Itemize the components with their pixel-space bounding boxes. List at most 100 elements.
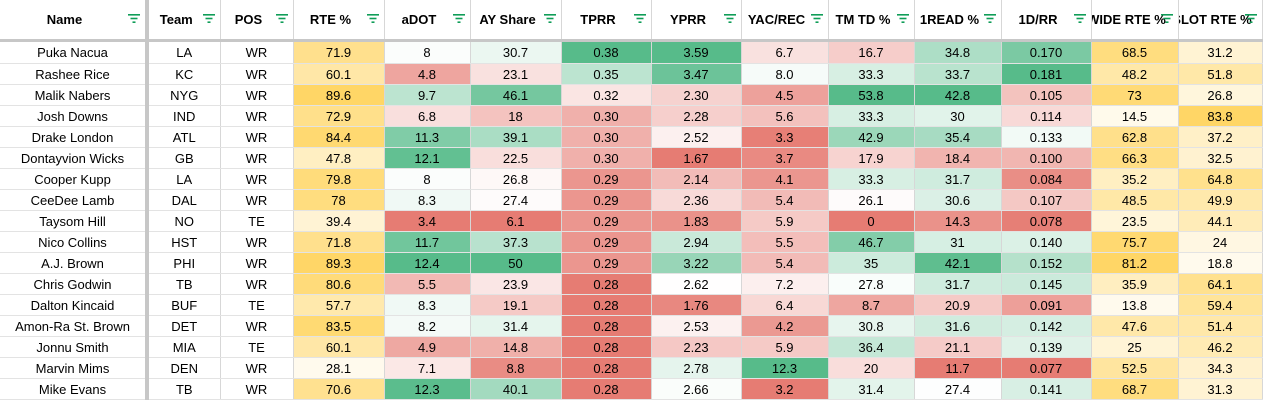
cell-wide[interactable]: 81.2 (1091, 252, 1179, 274)
cell-name[interactable]: A.J. Brown (0, 252, 149, 274)
cell-tmtd[interactable]: 33.3 (828, 63, 915, 85)
cell-firstdown[interactable]: 0.181 (1001, 63, 1092, 85)
cell-slot[interactable]: 59.4 (1178, 294, 1263, 316)
cell-ay[interactable]: 46.1 (470, 84, 562, 106)
cell-team[interactable]: KC (147, 63, 221, 85)
cell-tmtd[interactable]: 26.1 (828, 189, 915, 211)
cell-yac[interactable]: 4.1 (741, 168, 829, 190)
cell-ay[interactable]: 22.5 (470, 147, 562, 169)
cell-rte[interactable]: 57.7 (293, 294, 385, 316)
cell-ay[interactable]: 39.1 (470, 126, 562, 148)
cell-wide[interactable]: 35.9 (1091, 273, 1179, 295)
cell-name[interactable]: CeeDee Lamb (0, 189, 149, 211)
cell-tprr[interactable]: 0.30 (561, 147, 652, 169)
cell-firstdown[interactable]: 0.114 (1001, 105, 1092, 127)
cell-slot[interactable]: 46.2 (1178, 336, 1263, 358)
cell-team[interactable]: TB (147, 378, 221, 400)
cell-oneread[interactable]: 30.6 (914, 189, 1002, 211)
cell-wide[interactable]: 62.8 (1091, 126, 1179, 148)
cell-ay[interactable]: 14.8 (470, 336, 562, 358)
cell-oneread[interactable]: 31.6 (914, 315, 1002, 337)
cell-tmtd[interactable]: 27.8 (828, 273, 915, 295)
cell-tmtd[interactable]: 20 (828, 357, 915, 379)
cell-slot[interactable]: 83.8 (1178, 105, 1263, 127)
cell-rte[interactable]: 89.3 (293, 252, 385, 274)
cell-yprr[interactable]: 2.30 (651, 84, 742, 106)
cell-pos[interactable]: WR (220, 315, 294, 337)
cell-slot[interactable]: 51.4 (1178, 315, 1263, 337)
cell-oneread[interactable]: 18.4 (914, 147, 1002, 169)
cell-wide[interactable]: 25 (1091, 336, 1179, 358)
cell-oneread[interactable]: 27.4 (914, 378, 1002, 400)
cell-tprr[interactable]: 0.35 (561, 63, 652, 85)
cell-ay[interactable]: 23.1 (470, 63, 562, 85)
cell-name[interactable]: Drake London (0, 126, 149, 148)
cell-wide[interactable]: 13.8 (1091, 294, 1179, 316)
cell-tprr[interactable]: 0.29 (561, 168, 652, 190)
cell-ay[interactable]: 23.9 (470, 273, 562, 295)
cell-team[interactable]: NO (147, 210, 221, 232)
cell-name[interactable]: Malik Nabers (0, 84, 149, 106)
cell-tprr[interactable]: 0.30 (561, 126, 652, 148)
cell-tmtd[interactable]: 17.9 (828, 147, 915, 169)
column-header-wide[interactable]: WIDE RTE % (1091, 0, 1179, 42)
filter-icon[interactable] (366, 13, 379, 24)
cell-firstdown[interactable]: 0.142 (1001, 315, 1092, 337)
cell-ay[interactable]: 27.4 (470, 189, 562, 211)
cell-rte[interactable]: 60.1 (293, 63, 385, 85)
cell-tprr[interactable]: 0.28 (561, 315, 652, 337)
filter-icon[interactable] (452, 13, 465, 24)
cell-team[interactable]: DAL (147, 189, 221, 211)
cell-yprr[interactable]: 1.76 (651, 294, 742, 316)
cell-team[interactable]: TB (147, 273, 221, 295)
cell-wide[interactable]: 73 (1091, 84, 1179, 106)
cell-wide[interactable]: 66.3 (1091, 147, 1179, 169)
cell-pos[interactable]: WR (220, 357, 294, 379)
cell-firstdown[interactable]: 0.107 (1001, 189, 1092, 211)
column-header-yprr[interactable]: YPRR (651, 0, 742, 42)
column-header-ay[interactable]: AY Share (470, 0, 562, 42)
cell-tmtd[interactable]: 53.8 (828, 84, 915, 106)
cell-yac[interactable]: 12.3 (741, 357, 829, 379)
cell-firstdown[interactable]: 0.100 (1001, 147, 1092, 169)
cell-tprr[interactable]: 0.28 (561, 294, 652, 316)
cell-yac[interactable]: 5.6 (741, 105, 829, 127)
cell-yprr[interactable]: 2.94 (651, 231, 742, 253)
cell-yac[interactable]: 7.2 (741, 273, 829, 295)
cell-tmtd[interactable]: 42.9 (828, 126, 915, 148)
cell-tprr[interactable]: 0.28 (561, 336, 652, 358)
cell-ay[interactable]: 31.4 (470, 315, 562, 337)
cell-ay[interactable]: 6.1 (470, 210, 562, 232)
cell-pos[interactable]: WR (220, 126, 294, 148)
cell-oneread[interactable]: 14.3 (914, 210, 1002, 232)
cell-adot[interactable]: 11.3 (384, 126, 471, 148)
cell-yprr[interactable]: 3.59 (651, 40, 742, 64)
cell-team[interactable]: BUF (147, 294, 221, 316)
cell-yac[interactable]: 8.0 (741, 63, 829, 85)
cell-firstdown[interactable]: 0.105 (1001, 84, 1092, 106)
cell-tprr[interactable]: 0.28 (561, 273, 652, 295)
filter-icon[interactable] (633, 13, 646, 24)
cell-name[interactable]: Dalton Kincaid (0, 294, 149, 316)
cell-team[interactable]: MIA (147, 336, 221, 358)
cell-wide[interactable]: 14.5 (1091, 105, 1179, 127)
cell-tmtd[interactable]: 31.4 (828, 378, 915, 400)
cell-yac[interactable]: 3.7 (741, 147, 829, 169)
cell-firstdown[interactable]: 0.084 (1001, 168, 1092, 190)
cell-team[interactable]: NYG (147, 84, 221, 106)
filter-icon[interactable] (1073, 13, 1086, 24)
cell-firstdown[interactable]: 0.141 (1001, 378, 1092, 400)
cell-oneread[interactable]: 20.9 (914, 294, 1002, 316)
cell-tprr[interactable]: 0.38 (561, 40, 652, 64)
cell-adot[interactable]: 12.4 (384, 252, 471, 274)
cell-slot[interactable]: 34.3 (1178, 357, 1263, 379)
cell-adot[interactable]: 8.3 (384, 189, 471, 211)
cell-slot[interactable]: 44.1 (1178, 210, 1263, 232)
cell-yac[interactable]: 5.4 (741, 189, 829, 211)
column-header-oneread[interactable]: 1READ % (914, 0, 1002, 42)
cell-adot[interactable]: 4.8 (384, 63, 471, 85)
cell-adot[interactable]: 8 (384, 40, 471, 64)
cell-rte[interactable]: 83.5 (293, 315, 385, 337)
cell-pos[interactable]: WR (220, 63, 294, 85)
cell-wide[interactable]: 35.2 (1091, 168, 1179, 190)
